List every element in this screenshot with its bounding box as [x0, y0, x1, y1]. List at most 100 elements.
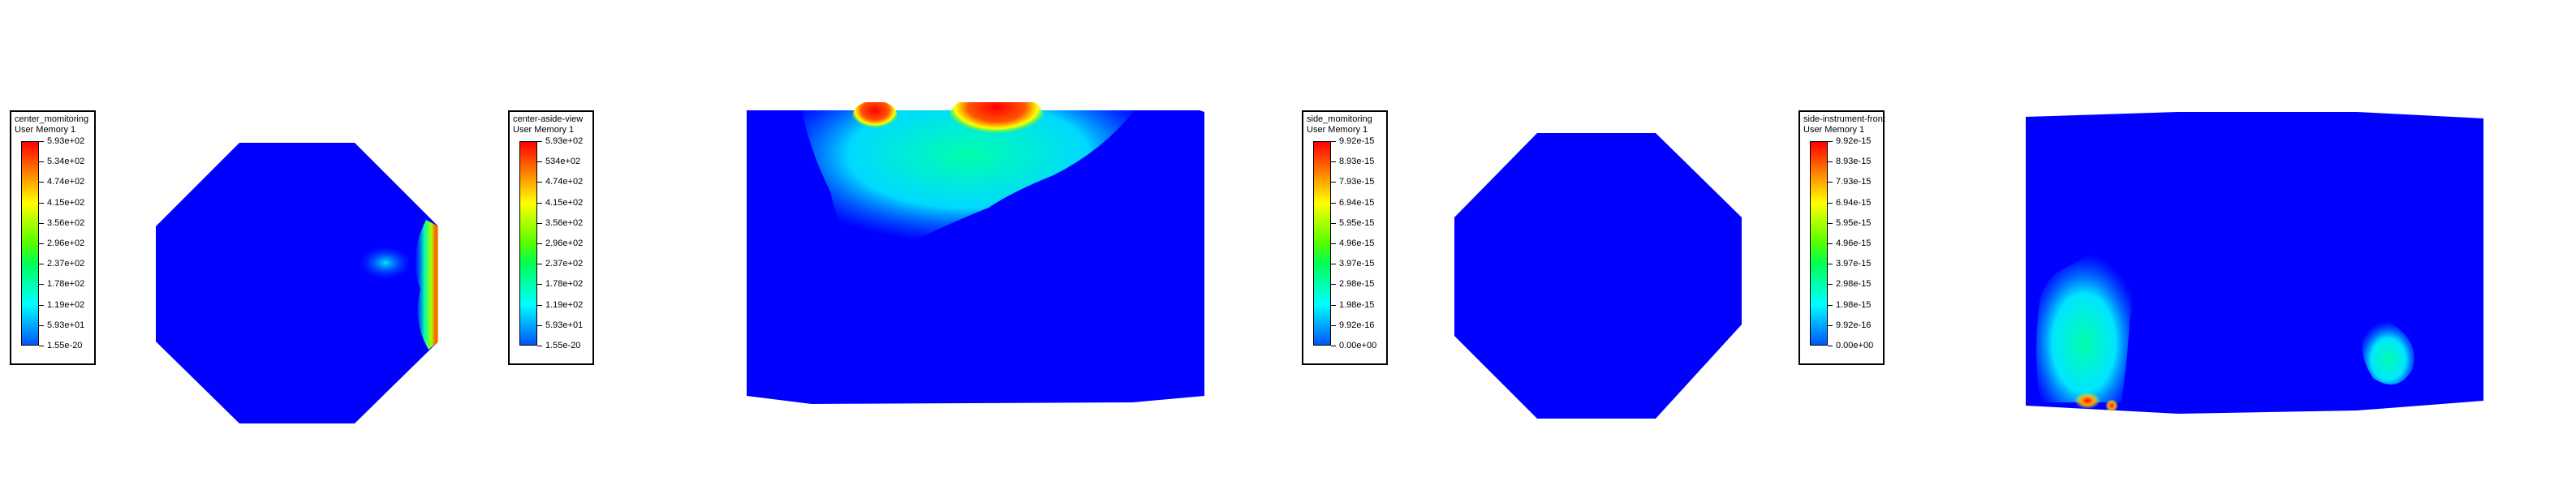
- tick-mark: [1828, 182, 1833, 183]
- tick-label: 5.93e+01: [47, 320, 85, 330]
- tick-label: 2.98e-15: [1836, 279, 1872, 290]
- tick-mark: [1828, 202, 1833, 204]
- mid-region: [802, 110, 1135, 259]
- tick-label: 1.78e+02: [545, 279, 584, 290]
- legend-subtitle: User Memory 1: [15, 125, 76, 135]
- tick-mark: [1331, 202, 1336, 204]
- contour-plot-center-aside-view: [745, 102, 1206, 409]
- tick-label: 5.93e+02: [545, 136, 584, 146]
- tick-mark: [39, 141, 44, 142]
- low-region: [360, 247, 411, 279]
- tick-label: 2.96e+02: [47, 238, 85, 248]
- tick-mark: [1331, 141, 1336, 142]
- mid-region-left: [2036, 253, 2132, 402]
- legend-ticks: 5.93e+02 5.34e+02 4.74e+02 4.15e+02 3.56e+02…: [39, 136, 94, 350]
- tick-label: 1.78e+02: [47, 279, 85, 290]
- tick-mark: [1828, 304, 1833, 306]
- tick-label: 7.93e-15: [1836, 177, 1872, 187]
- legend-center-monitoring: center_momitoring User Memory 1 5.93e+02…: [10, 110, 96, 365]
- tick-mark: [1331, 161, 1336, 163]
- tick-mark: [537, 202, 542, 204]
- tick-mark: [537, 304, 542, 306]
- tick-mark: [39, 161, 44, 163]
- tick-label: 3.97e-15: [1339, 259, 1375, 269]
- tick-label: 3.97e-15: [1836, 259, 1872, 269]
- tick-label: 0.00e+00: [1836, 341, 1874, 350]
- tick-label: 7.93e-15: [1339, 177, 1375, 187]
- tick-label: 4.74e+02: [47, 177, 85, 187]
- tick-label: 9.92e-16: [1339, 320, 1375, 330]
- tick-label: 4.15e+02: [47, 197, 85, 208]
- tick-label: 8.93e-15: [1339, 157, 1375, 167]
- legend-subtitle: User Memory 1: [1307, 125, 1368, 135]
- tick-mark: [39, 304, 44, 306]
- tick-mark: [537, 161, 542, 163]
- tick-mark: [39, 324, 44, 326]
- tick-mark: [1331, 304, 1336, 306]
- tick-mark: [537, 324, 542, 326]
- tick-mark: [1828, 284, 1833, 286]
- tick-label: 1.19e+02: [47, 299, 85, 310]
- tick-label: 3.56e+02: [545, 217, 584, 228]
- high-region-right: [950, 102, 1044, 141]
- tick-label: 4.96e-15: [1339, 238, 1375, 248]
- tick-mark: [1828, 243, 1833, 244]
- tick-label: 2.37e+02: [545, 259, 584, 269]
- legend-subtitle: User Memory 1: [1803, 125, 1865, 135]
- tick-mark: [39, 222, 44, 224]
- tick-label: 6.94e-15: [1339, 197, 1375, 208]
- tick-label: 1.98e-15: [1339, 299, 1375, 310]
- tick-label: 2.96e+02: [545, 238, 584, 248]
- legend-title: side_momitoring: [1307, 114, 1372, 124]
- color-scale-bar: [21, 141, 39, 346]
- high-region-left: [2074, 393, 2100, 409]
- tick-label: 5.93e+02: [47, 136, 85, 146]
- tick-label: 4.74e+02: [545, 177, 584, 187]
- tick-label: 534e+02: [545, 157, 581, 167]
- legend-ticks: 9.92e-15 8.93e-15 7.93e-15 6.94e-15 5.95e-15…: [1331, 136, 1386, 350]
- tick-mark: [1828, 222, 1833, 224]
- legend-side-monitoring: side_momitoring User Memory 1 9.92e-15 8.…: [1302, 110, 1388, 365]
- tick-label: 8.93e-15: [1836, 157, 1872, 167]
- tick-label: 9.92e-16: [1836, 320, 1872, 330]
- color-scale-bar: [1810, 141, 1828, 346]
- tick-label: 5.95e-15: [1836, 217, 1872, 228]
- tick-mark: [1331, 324, 1336, 326]
- color-scale-bar: [1313, 141, 1331, 346]
- legend-side-instrument-front: side-instrument-front User Memory 1 9.92…: [1798, 110, 1885, 365]
- high-region-edge: [415, 220, 438, 350]
- tick-label: 1.19e+02: [545, 299, 584, 310]
- octagon-domain: [1454, 133, 1742, 419]
- tick-label: 2.98e-15: [1339, 279, 1375, 290]
- tick-mark: [39, 243, 44, 244]
- tick-mark: [1331, 222, 1336, 224]
- tick-mark: [1331, 182, 1336, 183]
- tick-label: 6.94e-15: [1836, 197, 1872, 208]
- mid-region-right: [2362, 320, 2414, 385]
- tick-mark: [537, 284, 542, 286]
- high-region-left: [852, 102, 898, 133]
- legend-center-aside-view: center-aside-view User Memory 1 5.93e+02…: [508, 110, 594, 365]
- tick-label: 5.34e+02: [47, 157, 85, 167]
- contour-plot-center-monitoring: [154, 143, 438, 423]
- contour-plot-side-instrument-front: [2024, 110, 2487, 420]
- octagon-domain: [156, 143, 438, 423]
- tick-mark: [1828, 324, 1833, 326]
- legend-title: side-instrument-front: [1803, 114, 1885, 124]
- tick-label: 5.93e+01: [545, 320, 584, 330]
- tick-mark: [537, 141, 542, 142]
- contour-plot-side-monitoring: [1453, 133, 1745, 420]
- legend-title: center-aside-view: [513, 114, 584, 124]
- legend-ticks: 9.92e-15 8.93e-15 7.93e-15 6.94e-15 5.95e-15…: [1828, 136, 1883, 350]
- tick-label: 9.92e-15: [1339, 136, 1375, 146]
- tick-mark: [1828, 161, 1833, 163]
- tick-label: 4.96e-15: [1836, 238, 1872, 248]
- tick-mark: [1331, 243, 1336, 244]
- tick-label: 1.98e-15: [1836, 299, 1872, 310]
- tick-mark: [537, 182, 542, 183]
- tick-mark: [537, 222, 542, 224]
- legend-ticks: 5.93e+02 534e+02 4.74e+02 4.15e+02 3.56e+02 2…: [537, 136, 592, 350]
- tick-label: 9.92e-15: [1836, 136, 1872, 146]
- tick-label: 5.95e-15: [1339, 217, 1375, 228]
- tick-label: 2.37e+02: [47, 259, 85, 269]
